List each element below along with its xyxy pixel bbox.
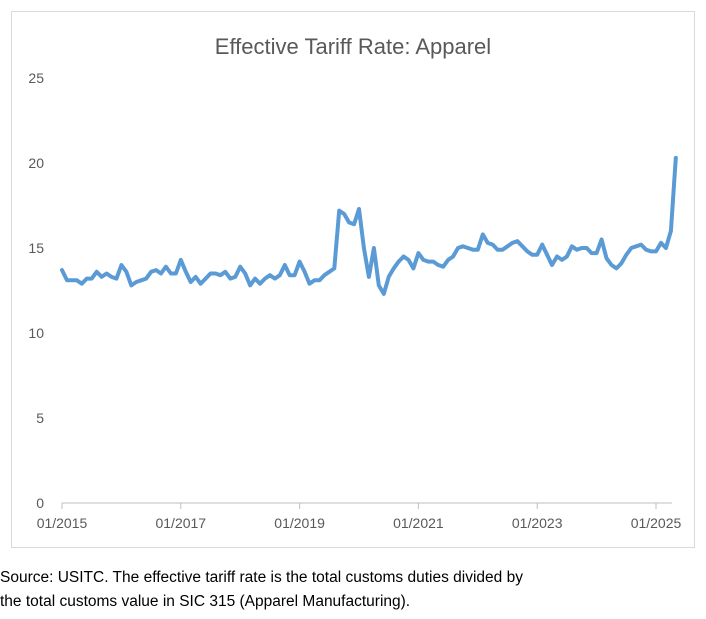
- source-note-line-2: the total customs value in SIC 315 (Appa…: [0, 593, 411, 610]
- series-group: [60, 155, 678, 296]
- source-note: Source: USITC. The effective tariff rate…: [0, 566, 700, 614]
- x-tick-label: 01/2017: [155, 515, 206, 531]
- x-tick-label: 01/2023: [512, 515, 563, 531]
- y-tick-label: 10: [28, 325, 44, 341]
- chart-title: Effective Tariff Rate: Apparel: [215, 34, 491, 59]
- y-tick-label: 15: [28, 240, 44, 256]
- y-tick-label: 5: [36, 410, 44, 426]
- series-line: [60, 155, 678, 296]
- source-note-line-1: Source: USITC. The effective tariff rate…: [0, 569, 523, 586]
- y-tick-label: 0: [36, 495, 44, 511]
- x-tick-label: 01/2015: [37, 515, 88, 531]
- y-axis: 0 5 10 15 20 25: [28, 70, 44, 511]
- x-axis: 01/2015 01/2017 01/2019 01/2021 01/2023 01/20…: [37, 502, 682, 531]
- chart-frame: Effective Tariff Rate: Apparel 0 5 10 15 20 2…: [11, 11, 695, 548]
- y-tick-label: 25: [28, 70, 44, 86]
- x-tick-label: 01/2021: [393, 515, 444, 531]
- line-chart: Effective Tariff Rate: Apparel 0 5 10 15 20 2…: [28, 34, 682, 531]
- x-tick-label: 01/2025: [631, 515, 682, 531]
- y-tick-label: 20: [28, 155, 44, 171]
- x-tick-label: 01/2019: [274, 515, 325, 531]
